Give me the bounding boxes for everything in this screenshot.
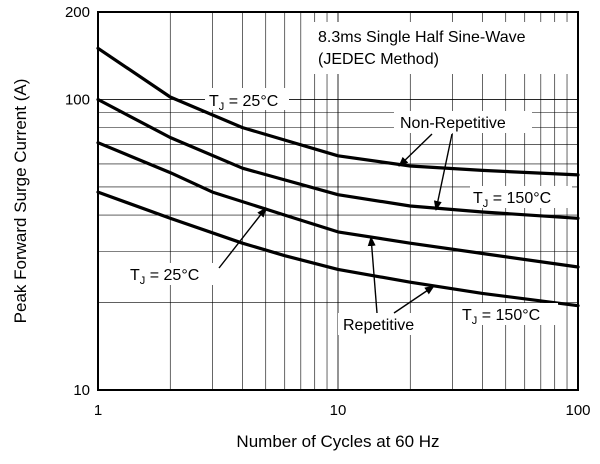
x-axis-label: Number of Cycles at 60 Hz xyxy=(236,432,439,451)
tj25-upper-label: TJ = 25°C xyxy=(209,93,278,113)
series-line-3 xyxy=(96,141,580,269)
tj150-lower-bg xyxy=(456,303,558,325)
method-label-line2: (JEDEC Method) xyxy=(318,51,439,68)
series-line-4 xyxy=(96,190,580,308)
arrow-repetitive-upper xyxy=(367,236,378,314)
x-tick-label: 1 xyxy=(94,402,102,419)
y-tick-label: 100 xyxy=(65,91,90,108)
non-repetitive-label: Non-Repetitive xyxy=(400,115,506,132)
repetitive-bg xyxy=(338,313,428,335)
method-label-line1: 8.3ms Single Half Sine-Wave xyxy=(318,29,526,46)
tj150-lower-label: TJ = 150°C xyxy=(462,307,540,327)
x-tick-label: 10 xyxy=(330,402,347,419)
tj150-upper-label: TJ = 150°C xyxy=(473,190,551,210)
series-line-1 xyxy=(96,46,580,177)
series-line-2 xyxy=(96,97,580,220)
arrow-tj25-lower xyxy=(218,207,267,269)
y-tick-label: 200 xyxy=(65,4,90,21)
x-tick-label: 100 xyxy=(565,402,590,419)
non-repetitive-bg xyxy=(394,111,532,133)
arrow-repetitive-lower xyxy=(393,285,435,314)
plot-frame xyxy=(97,11,579,391)
repetitive-label: Repetitive xyxy=(343,317,414,334)
y-tick-label: 10 xyxy=(73,382,90,399)
tj25-lower-label: TJ = 25°C xyxy=(130,267,199,287)
arrow-tj150-upper xyxy=(433,133,453,211)
y-axis-label: Peak Forward Surge Current (A) xyxy=(11,79,30,324)
tj25-lower-bg xyxy=(126,263,220,285)
data-curves xyxy=(96,46,580,308)
tj150-upper-bg xyxy=(470,186,572,208)
method-box-bg xyxy=(304,22,572,74)
tj25-upper-bg xyxy=(205,88,289,110)
arrow-non-repetitive xyxy=(398,133,433,167)
